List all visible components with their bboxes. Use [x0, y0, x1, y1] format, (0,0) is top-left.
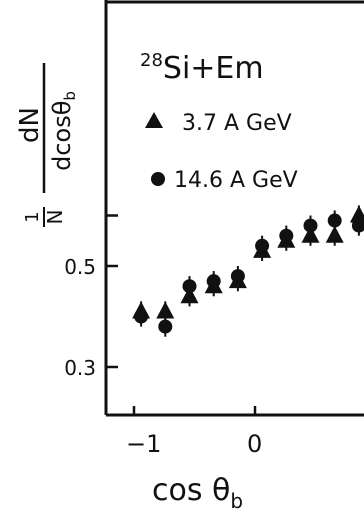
y-tick-label: 0.3 [64, 356, 96, 380]
x-tick-label: 0 [247, 430, 262, 458]
circle-point [206, 274, 221, 289]
y-label-den: dcosθb [48, 91, 79, 171]
circle-point [230, 269, 245, 284]
x-axis-label: cos θb [152, 473, 243, 513]
circle-point [134, 309, 149, 324]
circle-point [182, 279, 197, 294]
legend: 3.7 A GeV 14.6 A GeV [145, 111, 298, 193]
y-label-den-main: dcosθ [48, 101, 76, 171]
legend-circle-marker [151, 172, 165, 186]
y-axis-label: 1 N dN dcosθb [15, 63, 79, 227]
y-tick-label: 0.5 [64, 255, 96, 279]
y-label-prefix-num: 1 [22, 211, 43, 222]
y-label-prefix-den: N [43, 210, 67, 225]
y-ticks: 0.3 0.5 [64, 214, 118, 380]
data-points [132, 205, 364, 337]
reaction-label-main: Si+Em [163, 51, 264, 86]
x-ticks: −101 [126, 406, 262, 458]
legend-label-3-7: 3.7 A GeV [182, 111, 292, 136]
x-axis-label-main: cos θ [152, 473, 230, 508]
legend-label-14-6: 14.6 A GeV [174, 168, 298, 193]
reaction-label: 28Si+Em [140, 50, 264, 86]
legend-triangle-marker [145, 112, 163, 128]
x-tick-label: −1 [126, 430, 161, 458]
reaction-label-prefix: 28 [140, 50, 163, 71]
circle-point [351, 218, 364, 233]
circle-point [303, 218, 318, 233]
triangle-point [325, 225, 344, 243]
y-label-num: dN [15, 107, 45, 143]
y-label-den-sub: b [61, 91, 79, 101]
circle-point [279, 228, 294, 243]
circle-point [255, 238, 270, 253]
triangle-point [156, 301, 175, 319]
circle-point [327, 213, 342, 228]
triangle-point [349, 205, 364, 223]
x-axis-label-sub: b [230, 489, 243, 513]
circle-point [158, 319, 173, 334]
